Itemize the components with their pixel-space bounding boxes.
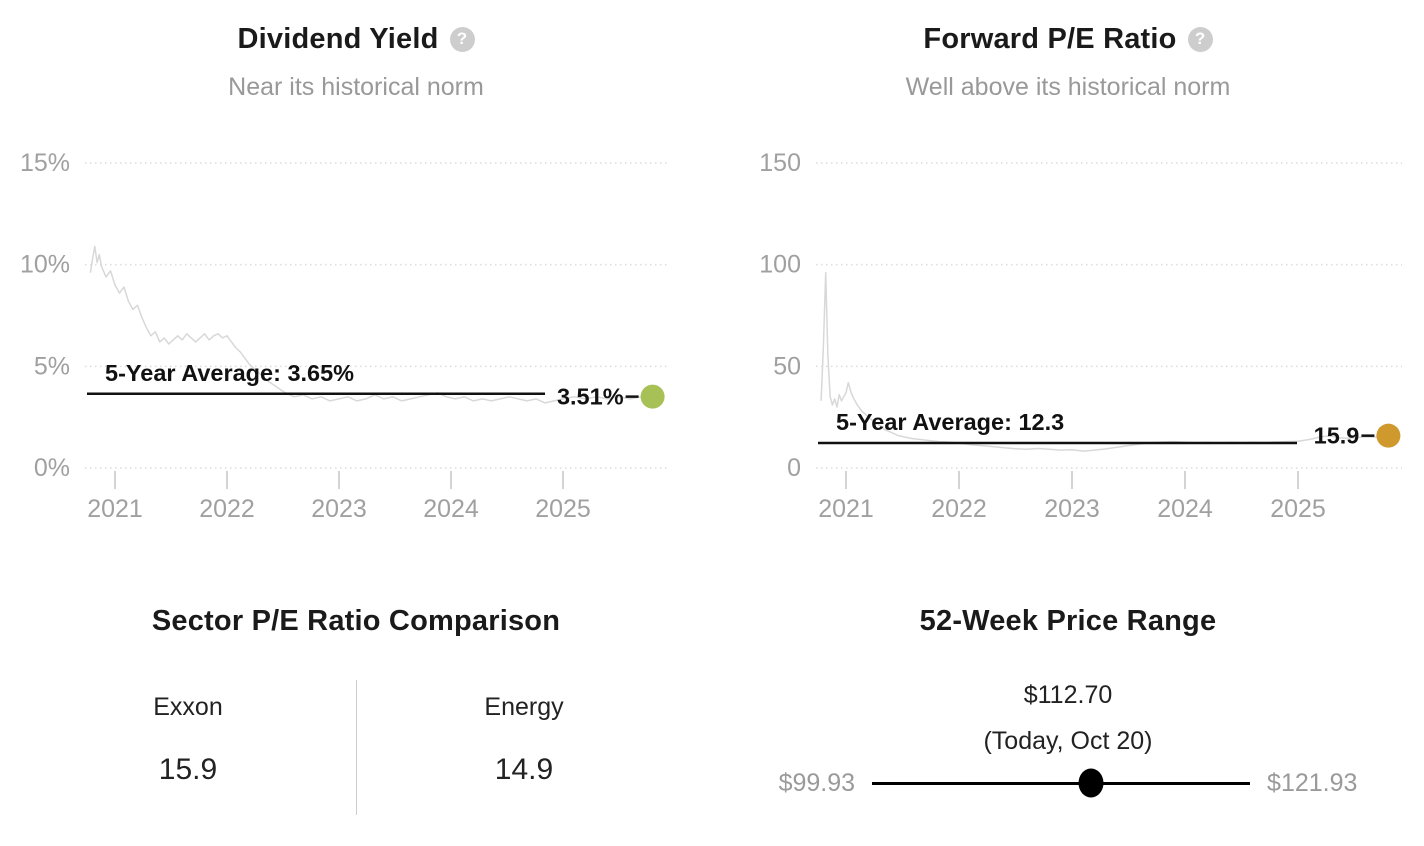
- average-line-label: 5-Year Average: 12.3: [836, 409, 1064, 435]
- price-range-slider: $99.93 $121.93: [712, 766, 1424, 800]
- current-value-dot: [640, 384, 665, 409]
- question-mark-icon[interactable]: ?: [449, 26, 475, 52]
- forward-pe-chart: 0 50 100 150 2021 2022 2023 2024 2025 5-Year Aver…: [759, 149, 1402, 523]
- forward-pe-panel: Forward P/E Ratio ? Well above its histo…: [712, 0, 1424, 530]
- range-low-label: $99.93: [778, 768, 856, 797]
- x-axis-tick-label: 2024: [423, 495, 479, 523]
- sector-pe-columns: Exxon 15.9 Energy 14.9: [0, 680, 712, 815]
- summary-row: Sector P/E Ratio Comparison Exxon 15.9 E…: [0, 580, 1424, 815]
- current-value-label: 3.51%: [557, 384, 624, 410]
- average-line-label: 5-Year Average: 3.65%: [105, 360, 354, 386]
- x-axis-tick-label: 2024: [1157, 495, 1213, 523]
- energy-pe-value: 14.9: [494, 753, 554, 786]
- x-axis-tick-label: 2025: [535, 495, 591, 523]
- current-price-date: (Today, Oct 20): [983, 727, 1153, 755]
- range-high-label: $121.93: [1267, 768, 1358, 797]
- x-axis-tick-label: 2023: [311, 495, 367, 523]
- dividend-yield-title: Dividend Yield: [237, 23, 439, 55]
- x-axis-tick-label: 2022: [199, 495, 255, 523]
- dividend-yield-subtitle: Near its historical norm: [228, 73, 484, 101]
- y-axis-tick-label: 100: [759, 251, 801, 279]
- x-axis-tick-label: 2021: [87, 495, 143, 523]
- forward-pe-title: Forward P/E Ratio: [923, 23, 1177, 55]
- current-price: $112.70: [1023, 681, 1113, 709]
- current-value-label: 15.9: [1314, 423, 1360, 449]
- y-axis-tick-label: 0%: [34, 454, 70, 482]
- question-mark-icon[interactable]: ?: [1187, 26, 1213, 52]
- exxon-label: Exxon: [153, 693, 223, 721]
- forward-pe-header: Forward P/E Ratio ? Well above its histo…: [712, 0, 1424, 102]
- price-range-title: 52-Week Price Range: [919, 605, 1217, 637]
- price-range-panel: 52-Week Price Range $112.70 (Today, Oct …: [712, 580, 1424, 800]
- sector-pe-comparison-panel: Sector P/E Ratio Comparison Exxon 15.9 E…: [0, 580, 712, 815]
- energy-column: Energy 14.9: [356, 680, 692, 788]
- dividend-yield-chart: 0% 5% 10% 15% 2021 2022 2023 2024 2025 5-Year Ave…: [20, 149, 668, 523]
- forward-pe-subtitle: Well above its historical norm: [905, 73, 1231, 101]
- exxon-pe-value: 15.9: [158, 753, 218, 786]
- x-axis-tick-label: 2023: [1044, 495, 1100, 523]
- x-axis-tick-label: 2021: [818, 495, 874, 523]
- energy-label: Energy: [484, 693, 564, 721]
- sector-pe-comparison-title: Sector P/E Ratio Comparison: [151, 605, 561, 637]
- column-divider: [356, 680, 357, 815]
- y-axis-tick-label: 50: [773, 352, 801, 380]
- history-series-line: [89, 245, 653, 404]
- y-axis-tick-label: 15%: [20, 149, 70, 177]
- range-track: [872, 766, 1251, 800]
- y-axis-tick-label: 0: [787, 454, 801, 482]
- current-price-dot: [1078, 768, 1104, 798]
- y-axis-tick-label: 10%: [20, 251, 70, 279]
- x-axis-tick-label: 2022: [931, 495, 987, 523]
- y-axis-tick-label: 150: [759, 149, 801, 177]
- exxon-column: Exxon 15.9: [20, 680, 356, 788]
- dividend-yield-panel: Dividend Yield ? Near its historical nor…: [0, 0, 712, 530]
- x-axis-tick-label: 2025: [1270, 495, 1326, 523]
- dividend-yield-header: Dividend Yield ? Near its historical nor…: [0, 0, 712, 102]
- current-value-dot: [1376, 423, 1401, 448]
- range-line: [872, 781, 1251, 785]
- charts-row: Dividend Yield ? Near its historical nor…: [0, 0, 1424, 530]
- y-axis-tick-label: 5%: [34, 352, 70, 380]
